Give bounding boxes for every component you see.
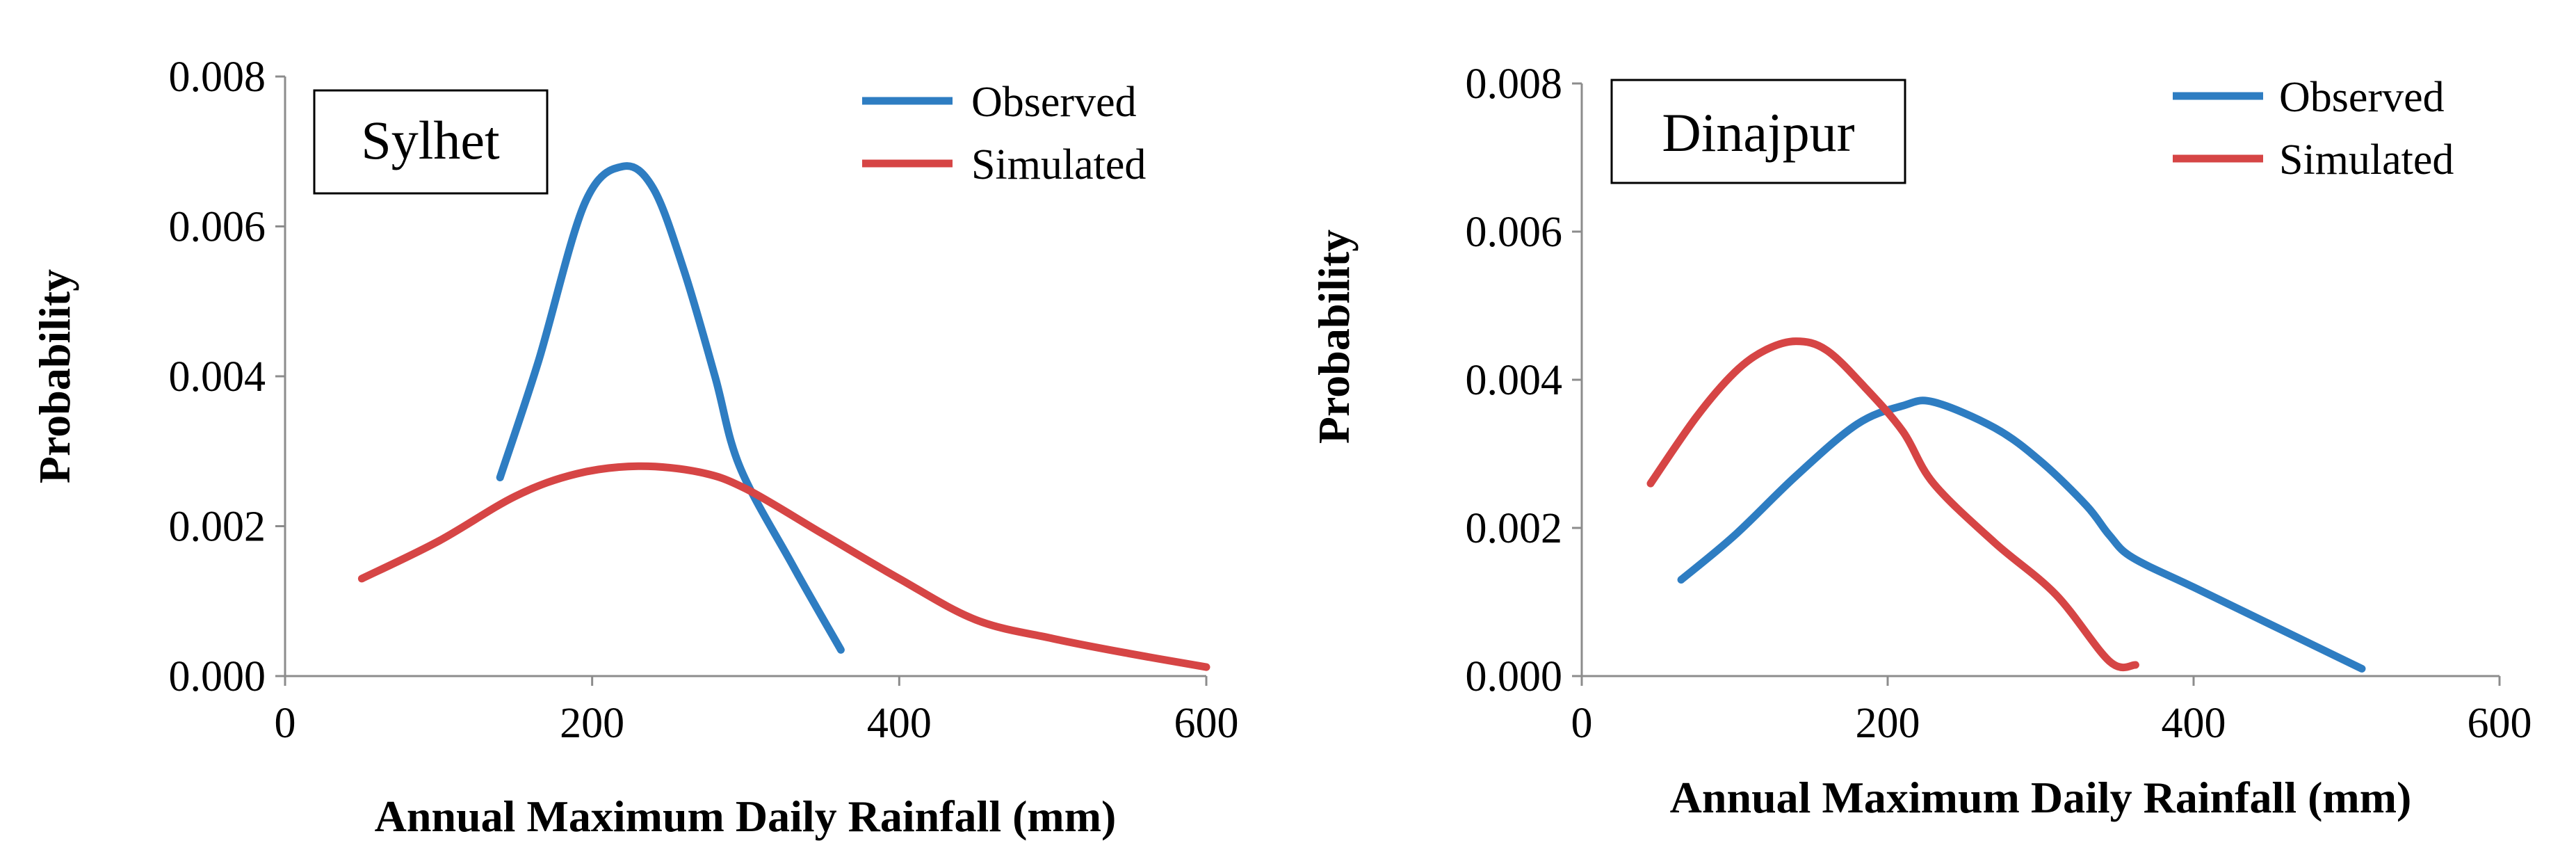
x-tick-label: 400 — [2162, 700, 2226, 747]
y-tick-label: 0.000 — [169, 653, 266, 700]
legend-label-simulated: Simulated — [2279, 136, 2454, 184]
x-tick-label: 600 — [1174, 700, 1239, 747]
y-tick-label: 0.004 — [1466, 357, 1563, 404]
legend-label-observed: Observed — [2279, 74, 2445, 121]
x-tick-label: 200 — [1856, 700, 1920, 747]
x-tick-label: 600 — [2468, 700, 2532, 747]
x-tick-label: 0 — [275, 700, 296, 747]
site-label-box — [313, 89, 549, 195]
chart-panel-sylhet: Probability Annual Maximum Daily Rainfal… — [30, 54, 1239, 841]
y-tick-label: 0.000 — [1466, 653, 1563, 700]
x-tick-label: 400 — [867, 700, 932, 747]
y-axis-title: Probability — [1309, 230, 1359, 444]
x-axis-title: Annual Maximum Daily Rainfall (mm) — [1670, 773, 2412, 822]
legend-label-observed: Observed — [971, 79, 1137, 126]
legend-label-simulated: Simulated — [971, 141, 1146, 188]
legend: Observed Simulated — [2173, 74, 2454, 184]
y-tick-label: 0.002 — [1466, 505, 1563, 552]
x-tick-label: 200 — [560, 700, 624, 747]
y-tick-label: 0.006 — [1466, 209, 1563, 256]
site-label: Dinajpur — [1662, 102, 1854, 163]
series-line-observed — [496, 162, 845, 654]
x-tick-label: 0 — [1571, 700, 1593, 747]
site-label: Sylhet — [361, 110, 500, 170]
chart-panel-dinajpur: Probability Annual Maximum Daily Rainfal… — [1309, 61, 2532, 822]
y-tick-label: 0.008 — [1466, 61, 1563, 108]
y-tick-label: 0.008 — [169, 54, 266, 101]
series-line-observed — [1677, 396, 2366, 673]
series-line-simulated — [357, 462, 1210, 671]
series-line-simulated — [1646, 337, 2139, 672]
y-tick-label: 0.004 — [169, 353, 266, 401]
y-tick-label: 0.006 — [169, 204, 266, 251]
y-axis-title: Probability — [30, 269, 79, 483]
y-tick-label: 0.002 — [169, 504, 266, 551]
x-axis-title: Annual Maximum Daily Rainfall (mm) — [375, 792, 1117, 841]
site-label-box — [1610, 79, 1906, 184]
legend: Observed Simulated — [862, 79, 1146, 188]
